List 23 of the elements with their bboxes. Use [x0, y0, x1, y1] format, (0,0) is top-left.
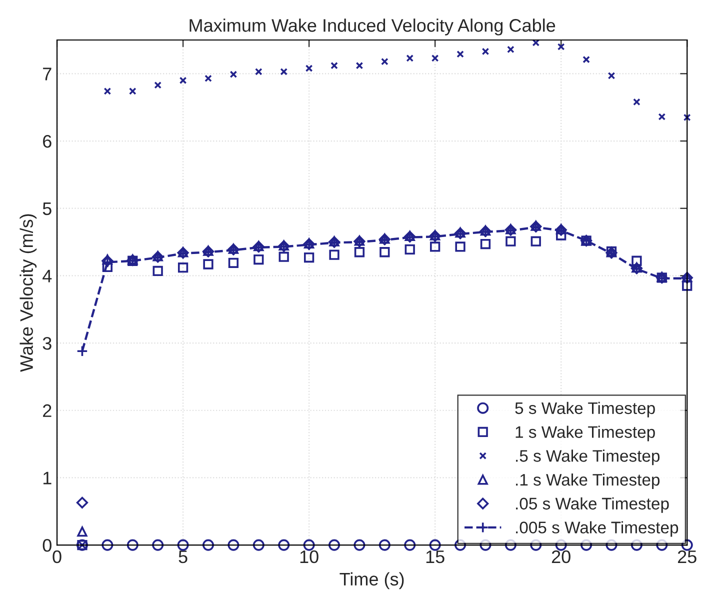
x-tick-label: 15: [426, 550, 444, 564]
y-tick-label: 3: [42, 336, 52, 350]
y-tick-label: 2: [43, 404, 52, 417]
x-axis-title: Time (s): [340, 572, 404, 590]
legend-label: .005 s Wake Timestep: [516, 521, 678, 537]
x-tick-label: 0: [52, 550, 62, 564]
legend-label: 1 s Wake Timestep: [516, 426, 655, 442]
chart-title: Maximum Wake Induced Velocity Along Cable: [190, 18, 556, 36]
x-tick-label: 5: [178, 550, 188, 564]
x-tick-label: 10: [300, 550, 318, 564]
y-tick-label: 6: [43, 134, 52, 148]
legend-label: .5 s Wake Timestep: [516, 450, 660, 466]
y-tick-label: 5: [42, 202, 52, 216]
legend-label: 5 s Wake Timestep: [515, 402, 655, 418]
y-tick-label: 4: [42, 270, 52, 282]
y-axis-title: Wake Velocity (m/s): [20, 214, 37, 372]
legend-label: .1 s Wake Timestep: [516, 473, 660, 489]
x-tick-label: 20: [552, 550, 570, 564]
x-tick-label: 25: [678, 550, 696, 564]
y-tick-label: 7: [43, 68, 52, 80]
y-tick-label: 1: [44, 472, 52, 484]
legend-label: .05 s Wake Timestep: [516, 497, 669, 513]
y-tick-label: 0: [42, 538, 52, 552]
